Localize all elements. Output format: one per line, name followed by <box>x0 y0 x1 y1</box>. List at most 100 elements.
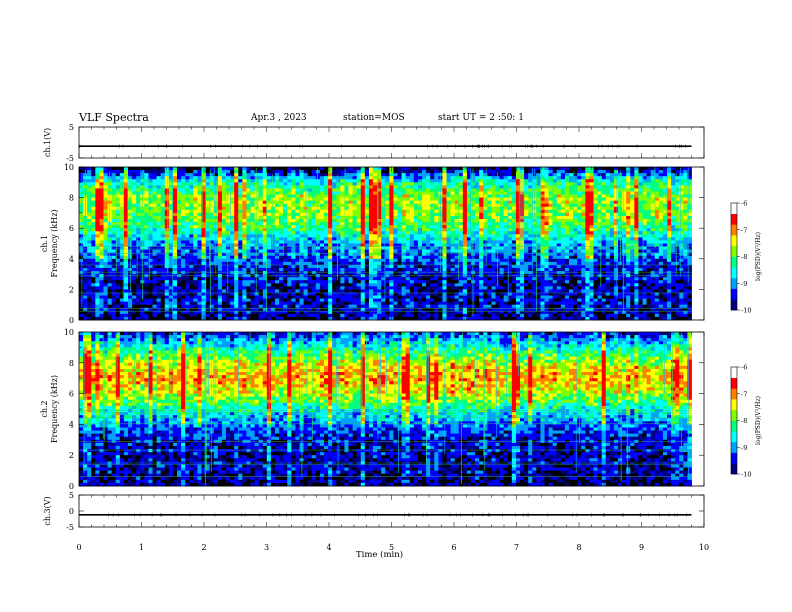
spectrogram-cell <box>499 170 505 174</box>
spectrogram-cell <box>185 206 190 211</box>
spectrogram-cell <box>319 222 325 226</box>
spectrogram-cell <box>589 173 594 177</box>
spectrogram-cell <box>605 197 611 202</box>
spectrogram-cell <box>556 179 562 183</box>
spectrogram-cell <box>675 206 680 211</box>
spectrogram-cell <box>368 194 374 198</box>
spectrogram-cell <box>234 179 239 183</box>
spectrogram-cell <box>136 185 141 189</box>
spectrogram-cell <box>560 188 566 192</box>
spectrogram-cell <box>95 179 100 183</box>
spectrogram-cell <box>426 264 431 269</box>
spectrogram-cell <box>315 215 321 220</box>
spectrogram-cell <box>634 167 639 171</box>
spectrogram-cell <box>442 264 447 269</box>
spectrogram-cell <box>430 255 435 260</box>
spectrogram-cell <box>609 179 615 183</box>
spectrogram-cell <box>569 246 574 251</box>
spectrogram-cell <box>573 188 578 192</box>
spectrogram-cell <box>413 243 419 247</box>
spectrogram-cell <box>164 222 170 226</box>
spectrogram-cell <box>609 170 615 174</box>
spectrogram-cell <box>360 203 366 208</box>
spectrogram-cell <box>283 252 288 257</box>
spectrogram-cell <box>569 264 574 269</box>
spectrogram-cell <box>254 219 260 223</box>
spectrogram-cell <box>491 179 496 183</box>
spectrogram-cell <box>601 173 607 177</box>
spectrogram-cell <box>430 252 435 257</box>
spectrogram-cell <box>152 206 157 211</box>
spectrogram-cell <box>328 225 333 229</box>
spectrogram-cell <box>442 173 447 177</box>
spectrogram-cell <box>626 246 631 251</box>
spectrogram-cell <box>626 219 631 223</box>
spectrogram-cell <box>393 170 398 174</box>
spectrogram-cell <box>536 209 541 214</box>
spectrogram-cell <box>426 228 431 232</box>
spectrogram-cell <box>226 237 231 241</box>
spectrogram-cell <box>156 267 162 272</box>
spectrogram-cell <box>381 167 386 171</box>
spectrogram-cell <box>197 255 202 260</box>
spectrogram-cell <box>434 191 439 195</box>
spectrogram-cell <box>491 209 496 214</box>
spectrogram-cell <box>540 212 545 217</box>
spectrogram-cell <box>454 240 460 244</box>
spectrogram-cell <box>311 194 317 198</box>
spectrogram-cell <box>683 237 688 241</box>
spectrogram-cell <box>528 225 533 229</box>
spectrogram-cell <box>291 179 296 183</box>
spectrogram-cell <box>515 225 521 229</box>
spectrogram-cell <box>201 200 206 205</box>
spectrogram-cell <box>515 167 521 171</box>
spectrogram-cell <box>609 188 615 192</box>
spectrogram-cell <box>315 255 321 260</box>
spectrogram-cell <box>250 212 255 217</box>
spectrogram-cell <box>238 234 243 238</box>
spectrogram-cell <box>352 194 358 198</box>
spectrogram-cell <box>328 197 333 202</box>
spectrogram-cell <box>144 209 149 214</box>
spectrogram-cell <box>544 231 549 235</box>
spectrogram-cell <box>246 225 251 229</box>
spectrogram-cell <box>79 200 84 205</box>
spectrogram-cell <box>201 252 206 257</box>
spectrogram-cell <box>613 209 619 214</box>
spectrogram-cell <box>675 255 680 260</box>
spectrogram-cell <box>115 234 121 238</box>
spectrogram-cell <box>364 237 370 241</box>
spectrogram-cell <box>442 234 447 238</box>
spectrogram-cell <box>548 167 554 171</box>
spectrogram-cell <box>348 222 353 226</box>
spectrogram-cell <box>291 261 296 266</box>
spectrogram-cell <box>193 234 198 238</box>
spectrogram-cell <box>156 182 162 186</box>
spectrogram-cell <box>377 179 382 183</box>
spectrogram-cell <box>377 264 382 269</box>
spectrogram-cell <box>573 240 578 244</box>
spectrogram-cell <box>299 212 304 217</box>
spectrogram-cell <box>356 240 362 244</box>
spectrogram-cell <box>83 255 88 260</box>
spectrogram-cell <box>564 212 570 217</box>
spectrogram-cell <box>217 234 223 238</box>
spectrogram-cell <box>230 206 235 211</box>
spectrogram-cell <box>393 188 398 192</box>
spectrogram-cell <box>679 240 684 244</box>
spectrogram-cell <box>683 179 688 183</box>
spectrogram-cell <box>234 240 239 244</box>
spectrogram-cell <box>475 173 480 177</box>
spectrogram-cell <box>634 194 639 198</box>
spectrogram-cell <box>364 255 370 260</box>
spectrogram-cell <box>487 185 492 189</box>
spectrogram-cell <box>283 179 288 183</box>
spectrogram-cell <box>434 237 439 241</box>
spectrogram-cell <box>426 215 431 220</box>
spectrogram-cell <box>95 261 100 266</box>
spectrogram-cell <box>279 167 284 171</box>
spectrogram-cell <box>111 246 117 251</box>
spectrogram-cell <box>683 258 688 263</box>
spectrogram-cell <box>356 212 362 217</box>
spectrogram-cell <box>540 237 545 241</box>
